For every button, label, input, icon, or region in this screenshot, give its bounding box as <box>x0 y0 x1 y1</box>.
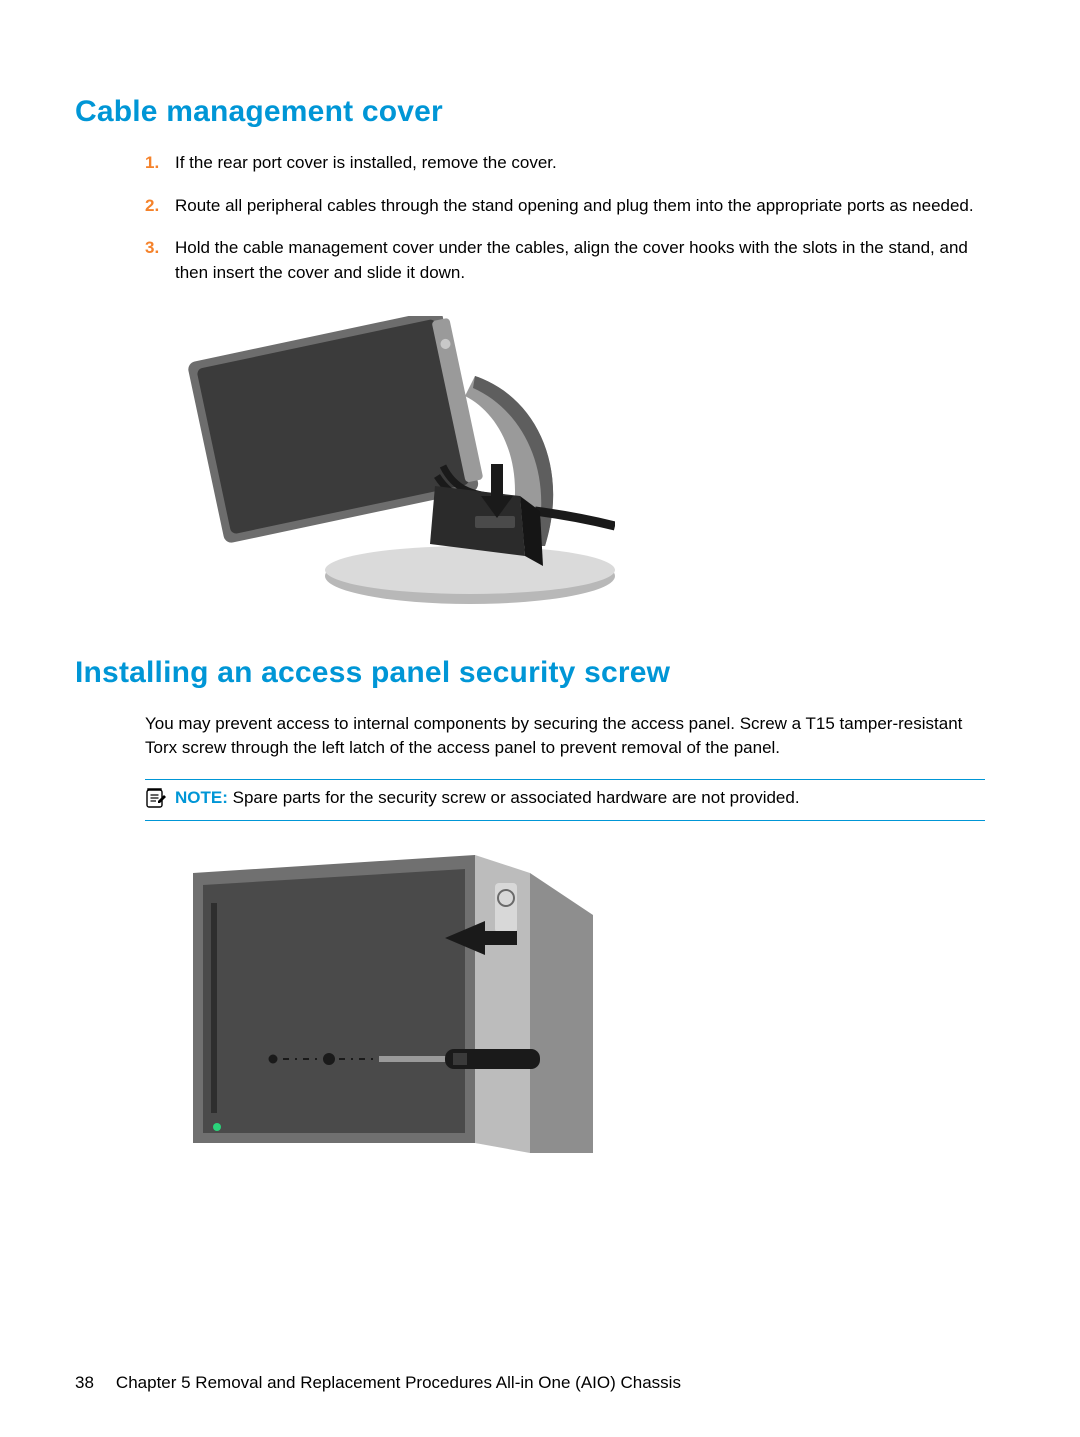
chapter-label: Chapter 5 Removal and Replacement Proced… <box>116 1373 681 1393</box>
figure-svg <box>175 843 615 1163</box>
section-heading-cable-management: Cable management cover <box>75 95 1005 129</box>
step-number: 2. <box>145 194 159 219</box>
note-block: NOTE: Spare parts for the security screw… <box>145 779 985 821</box>
steps-list-cable-management: 1. If the rear port cover is installed, … <box>75 151 1005 286</box>
step-text: If the rear port cover is installed, rem… <box>175 153 557 172</box>
step-number: 3. <box>145 236 159 261</box>
note-text: NOTE: Spare parts for the security screw… <box>175 786 800 810</box>
page-number: 38 <box>75 1373 94 1393</box>
note-icon <box>145 787 167 814</box>
step-item: 2. Route all peripheral cables through t… <box>175 194 1005 219</box>
note-label: NOTE: <box>175 788 228 807</box>
paragraph-security-screw: You may prevent access to internal compo… <box>75 712 1005 761</box>
figure-security-screw <box>175 843 615 1163</box>
note-body: Spare parts for the security screw or as… <box>233 788 800 807</box>
step-text: Route all peripheral cables through the … <box>175 196 974 215</box>
figure-svg <box>175 316 615 616</box>
step-number: 1. <box>145 151 159 176</box>
step-item: 1. If the rear port cover is installed, … <box>175 151 1005 176</box>
step-text: Hold the cable management cover under th… <box>175 238 968 282</box>
page-footer: 38 Chapter 5 Removal and Replacement Pro… <box>75 1373 681 1393</box>
section-heading-security-screw: Installing an access panel security scre… <box>75 656 1005 690</box>
document-page: Cable management cover 1. If the rear po… <box>0 0 1080 1437</box>
figure-cable-management-cover <box>175 316 615 616</box>
step-item: 3. Hold the cable management cover under… <box>175 236 1005 285</box>
